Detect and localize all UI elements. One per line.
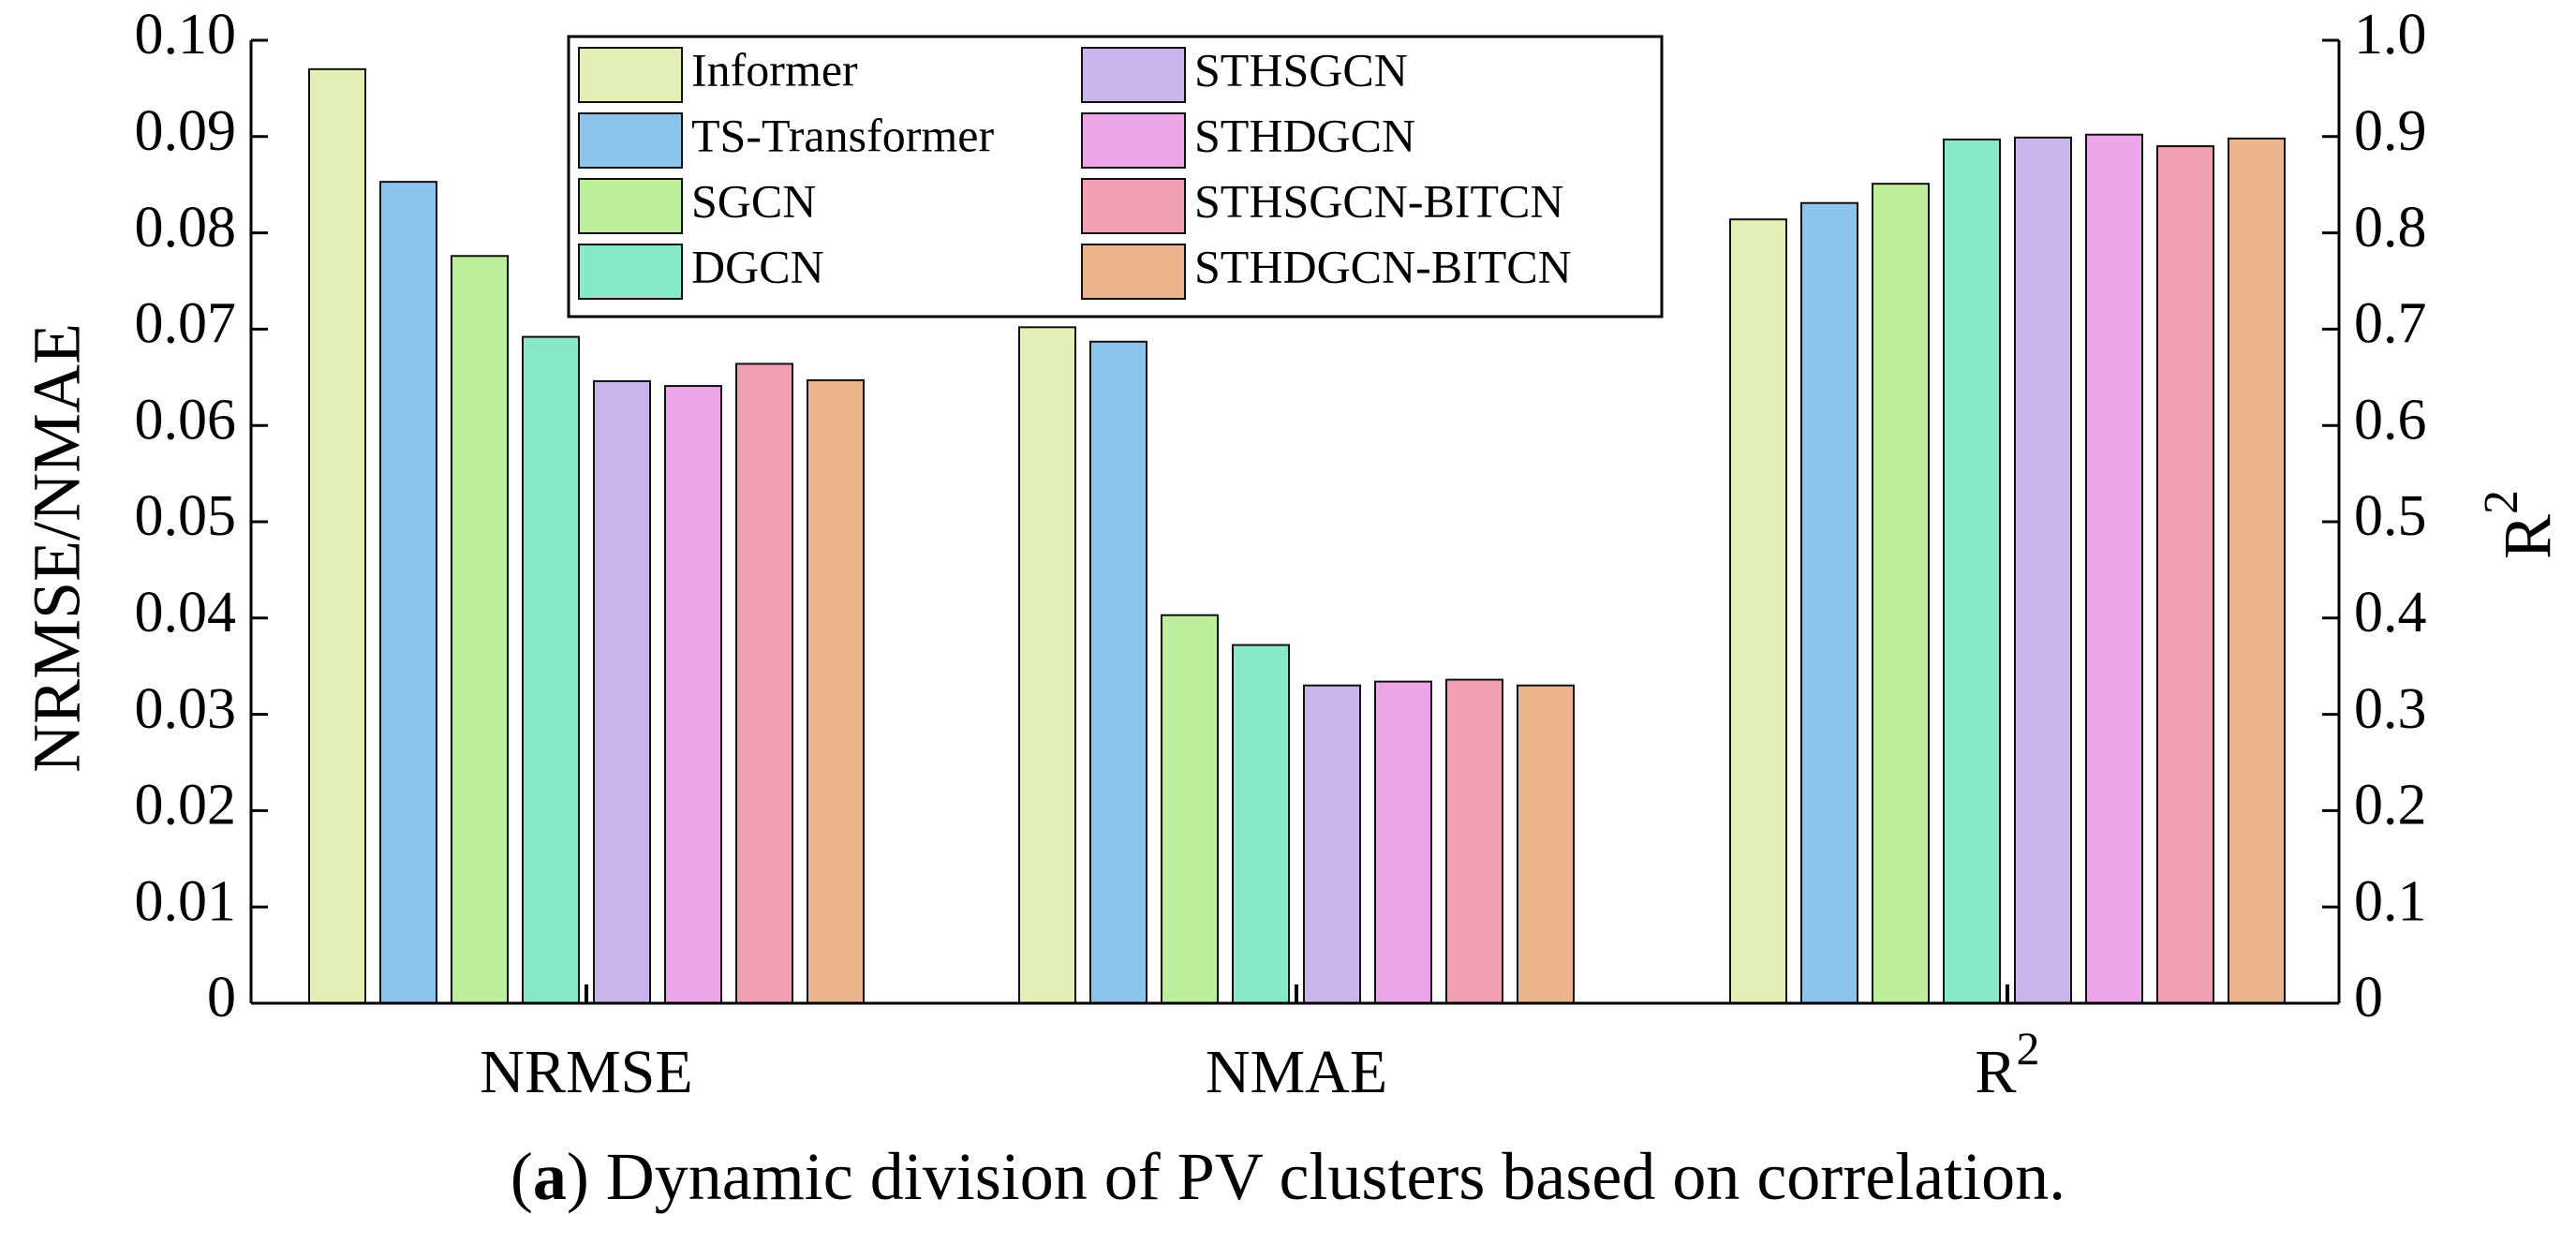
category-label-0: NRMSE [480,1038,692,1106]
right-tick-label: 0.2 [2354,774,2427,837]
bar-informer-0 [308,67,366,1004]
bar-sgcn-1 [1161,614,1219,1004]
legend-swatch [1081,178,1186,234]
right-tick-label: 0.3 [2354,677,2427,741]
right-axis-title-sup: 2 [2475,490,2528,514]
legend-label: DGCN [691,240,824,292]
category-label-0-base: NRMSE [480,1038,692,1106]
right-tick-label: 0.6 [2354,388,2427,451]
legend-label: STHDGCN [1194,109,1415,161]
legend-swatch [1081,244,1186,300]
bar-sthsgcn-bitcn-0 [735,363,793,1004]
bar-chart: 0 0.01 0.02 0.03 0.04 0.05 0.06 0.07 0.08 0.09 0.1… [20,3,2565,1106]
right-tick-label: 0 [2354,966,2383,1029]
right-tick-label: 0.1 [2354,869,2427,933]
bar-dgcn-1 [1232,644,1290,1004]
legend-swatch [578,47,683,103]
legend-label: STHSGCN [1194,43,1408,96]
left-tick-label: 0.09 [135,99,237,163]
left-axis-ticks: 0 0.01 0.02 0.03 0.04 0.05 0.06 0.07 0.08 0.09 0.1… [135,3,268,1029]
figure-caption: (a) Dynamic division of PV clusters base… [510,1139,2066,1214]
legend-swatch [578,244,683,300]
bar-sthdgcn-bitcn-0 [807,378,865,1005]
legend-swatch [1081,47,1186,103]
legend-label: Informer [691,43,858,96]
left-tick-label: 0.01 [135,869,237,933]
bar-informer-2 [1729,218,1787,1004]
right-axis-ticks: 0 0.1 0.2 0.3 0.4 0.5 0.6 0.7 0.8 0.9 1.0 [2322,3,2427,1029]
right-tick-label: 0.4 [2354,581,2427,644]
bar-group [308,67,2286,1005]
right-tick-label: 0.9 [2354,99,2427,163]
legend-swatch [1081,112,1186,169]
legend-swatch [578,112,683,169]
bar-sthsgcn-bitcn-2 [2156,145,2214,1004]
category-label-2-sup: 2 [2017,1022,2040,1074]
legend-label: SGCN [691,174,816,227]
bar-sgcn-0 [451,255,509,1005]
bar-ts-transformer-1 [1089,340,1147,1005]
bar-dgcn-2 [1943,138,2001,1005]
bar-sthsgcn-bitcn-1 [1445,678,1503,1004]
caption-label: a [532,1139,567,1214]
bar-sthdgcn-1 [1374,680,1432,1004]
left-tick-label: 0.05 [135,484,237,548]
right-tick-label: 0.7 [2354,292,2427,356]
left-tick-label: 0.10 [135,3,237,67]
bar-dgcn-0 [522,335,580,1004]
left-tick-label: 0.08 [135,196,237,259]
bar-sthsgcn-0 [593,379,651,1004]
bar-ts-transformer-0 [379,181,437,1004]
left-tick-label: 0.07 [135,292,237,356]
left-tick-label: 0.06 [135,388,237,451]
bar-sthsgcn-1 [1303,684,1361,1004]
category-label-1: NMAE [1206,1038,1387,1106]
category-labels: NRMSE NMAE R2 [480,1022,2039,1106]
legend-label: STHDGCN-BITCN [1194,240,1572,292]
bar-sthdgcn-bitcn-2 [2228,137,2286,1004]
bar-informer-1 [1018,326,1076,1004]
bar-sgcn-2 [1872,183,1930,1004]
left-tick-label: 0.03 [135,677,237,741]
bar-sthdgcn-bitcn-1 [1517,684,1575,1004]
bar-sthsgcn-2 [2014,136,2072,1004]
category-label-1-base: NMAE [1206,1038,1387,1106]
left-tick-label: 0 [207,966,236,1029]
bar-sthdgcn-2 [2085,133,2143,1004]
left-axis-title: NRMSE/NMAE [20,323,95,773]
caption-text: Dynamic division of PV clusters based on… [605,1139,2066,1214]
category-label-2: R2 [1975,1022,2039,1106]
legend-label: STHSGCN-BITCN [1194,174,1563,227]
right-axis-title-base: R [2490,514,2565,559]
left-tick-label: 0.04 [135,581,237,644]
right-tick-label: 1.0 [2354,3,2427,67]
legend: Informer TS-Transformer SGCN DGCN STHSGCN STH… [567,35,1664,318]
legend-swatch [578,178,683,234]
right-tick-label: 0.8 [2354,196,2427,259]
right-tick-label: 0.5 [2354,484,2427,548]
category-label-2-base: R [1975,1038,2016,1106]
legend-label: TS-Transformer [691,109,994,161]
left-tick-label: 0.02 [135,774,237,837]
right-axis-title: R2 [2475,490,2565,559]
bar-ts-transformer-2 [1800,201,1858,1004]
bar-sthdgcn-0 [664,385,722,1004]
